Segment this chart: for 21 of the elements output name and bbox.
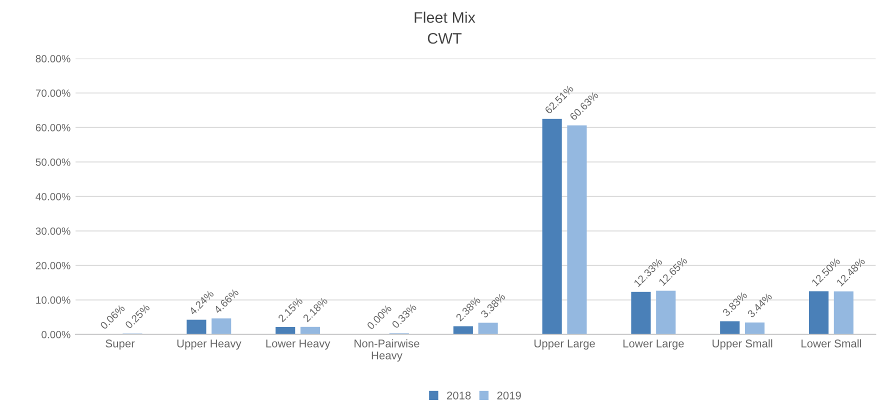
y-tick-label: 50.00%	[36, 158, 70, 166]
legend-label: 2018	[447, 392, 471, 400]
y-tick-label: 0.00%	[42, 330, 70, 338]
y-tick-label: 40.00%	[36, 192, 70, 200]
legend-label: 2019	[497, 392, 521, 400]
y-tick-label: 60.00%	[36, 124, 70, 132]
y-tick-label: 30.00%	[36, 227, 70, 235]
x-tick-label: Upper Large	[534, 340, 595, 350]
x-tick-label: Upper Heavy	[177, 340, 242, 350]
x-tick-label: Lower Small	[802, 339, 862, 348]
x-tick-label: Upper Small	[712, 339, 772, 350]
x-tick-label: Lower Heavy	[266, 340, 330, 350]
y-tick-label: 20.00%	[36, 262, 70, 270]
x-tick-label: Super	[106, 340, 135, 350]
x-tick-label: Non-Pairwise Heavy	[354, 339, 420, 362]
y-tick-label: 10.00%	[36, 296, 70, 304]
y-tick-label: 80.00%	[36, 55, 70, 62]
y-tick-label: 70.00%	[36, 90, 70, 97]
x-tick-label: Lower Large	[623, 340, 684, 350]
chart-subtitle: CWT	[428, 32, 462, 44]
chart-title: Fleet Mix	[414, 12, 476, 23]
